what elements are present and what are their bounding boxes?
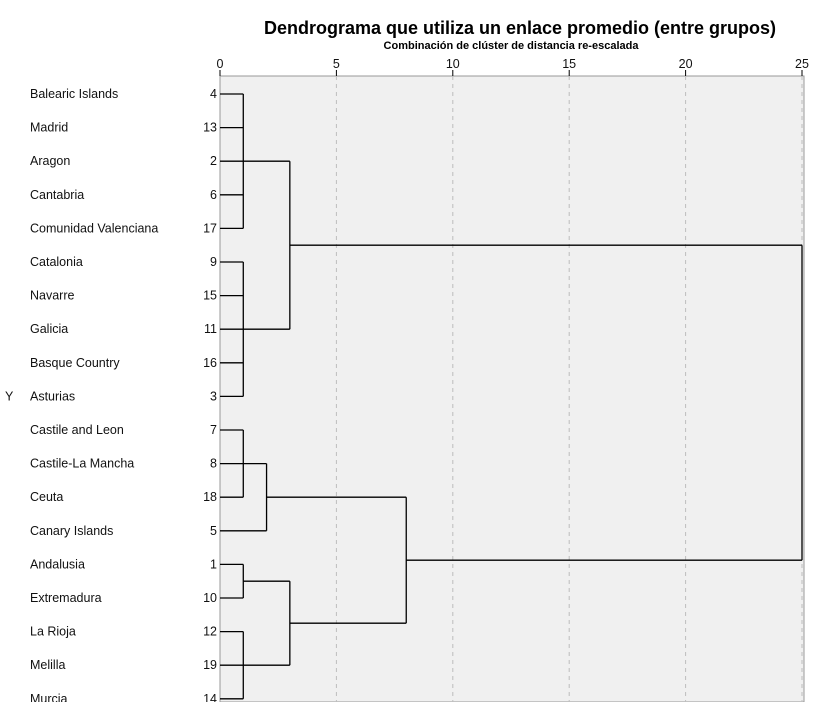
case-number: 19 <box>203 658 217 672</box>
case-number: 7 <box>210 423 217 437</box>
case-label: Melilla <box>30 658 65 672</box>
case-number: 11 <box>204 322 217 336</box>
case-label: Navarre <box>30 289 75 303</box>
case-number: 9 <box>210 255 217 269</box>
case-label: Andalusia <box>30 557 85 571</box>
case-label: Extremadura <box>30 591 102 605</box>
case-label: Ceuta <box>30 490 63 504</box>
x-tick-label: 15 <box>562 57 576 71</box>
case-number: 3 <box>210 389 217 403</box>
case-label: Murcia <box>30 692 68 702</box>
case-number: 2 <box>210 154 217 168</box>
chart-title: Dendrograma que utiliza un enlace promed… <box>263 18 777 38</box>
x-tick-label: 20 <box>679 57 693 71</box>
case-number: 17 <box>203 221 217 235</box>
x-tick-label: 0 <box>217 57 224 71</box>
case-label: La Rioja <box>30 625 76 639</box>
case-number: 12 <box>203 625 217 639</box>
case-number: 18 <box>203 490 217 504</box>
case-number: 15 <box>203 289 217 303</box>
case-number: 13 <box>203 121 217 135</box>
case-number: 5 <box>210 524 217 538</box>
case-label: Asturias <box>30 389 75 403</box>
chart-subtitle: Combinación de clúster de distancia re-e… <box>383 40 639 52</box>
tree-layer <box>220 93 803 700</box>
case-number: 14 <box>203 692 217 702</box>
x-tick-label: 25 <box>795 57 809 71</box>
case-number: 6 <box>210 188 217 202</box>
case-number: 1 <box>210 557 217 571</box>
case-label: Madrid <box>30 121 68 135</box>
case-label: Galicia <box>30 322 68 336</box>
case-label: Castile and Leon <box>30 423 124 437</box>
case-label: Balearic Islands <box>30 87 118 101</box>
x-tick-label: 10 <box>446 57 460 71</box>
case-number: 8 <box>210 457 217 471</box>
y-axis-label: Y <box>5 389 14 403</box>
case-label: Canary Islands <box>30 524 113 538</box>
case-label: Aragon <box>30 154 70 168</box>
case-label: Catalonia <box>30 255 83 269</box>
tick-layer: 0 5 10 15 20 25 <box>217 57 809 76</box>
case-label: Comunidad Valenciana <box>30 221 158 235</box>
case-number: 16 <box>203 356 217 370</box>
x-tick-label: 5 <box>333 57 340 71</box>
case-label: Castile-La Mancha <box>30 457 134 471</box>
case-label: Cantabria <box>30 188 84 202</box>
case-number: 10 <box>203 591 217 605</box>
case-label: Basque Country <box>30 356 120 370</box>
plot-area <box>219 75 805 702</box>
case-number: 4 <box>210 87 217 101</box>
